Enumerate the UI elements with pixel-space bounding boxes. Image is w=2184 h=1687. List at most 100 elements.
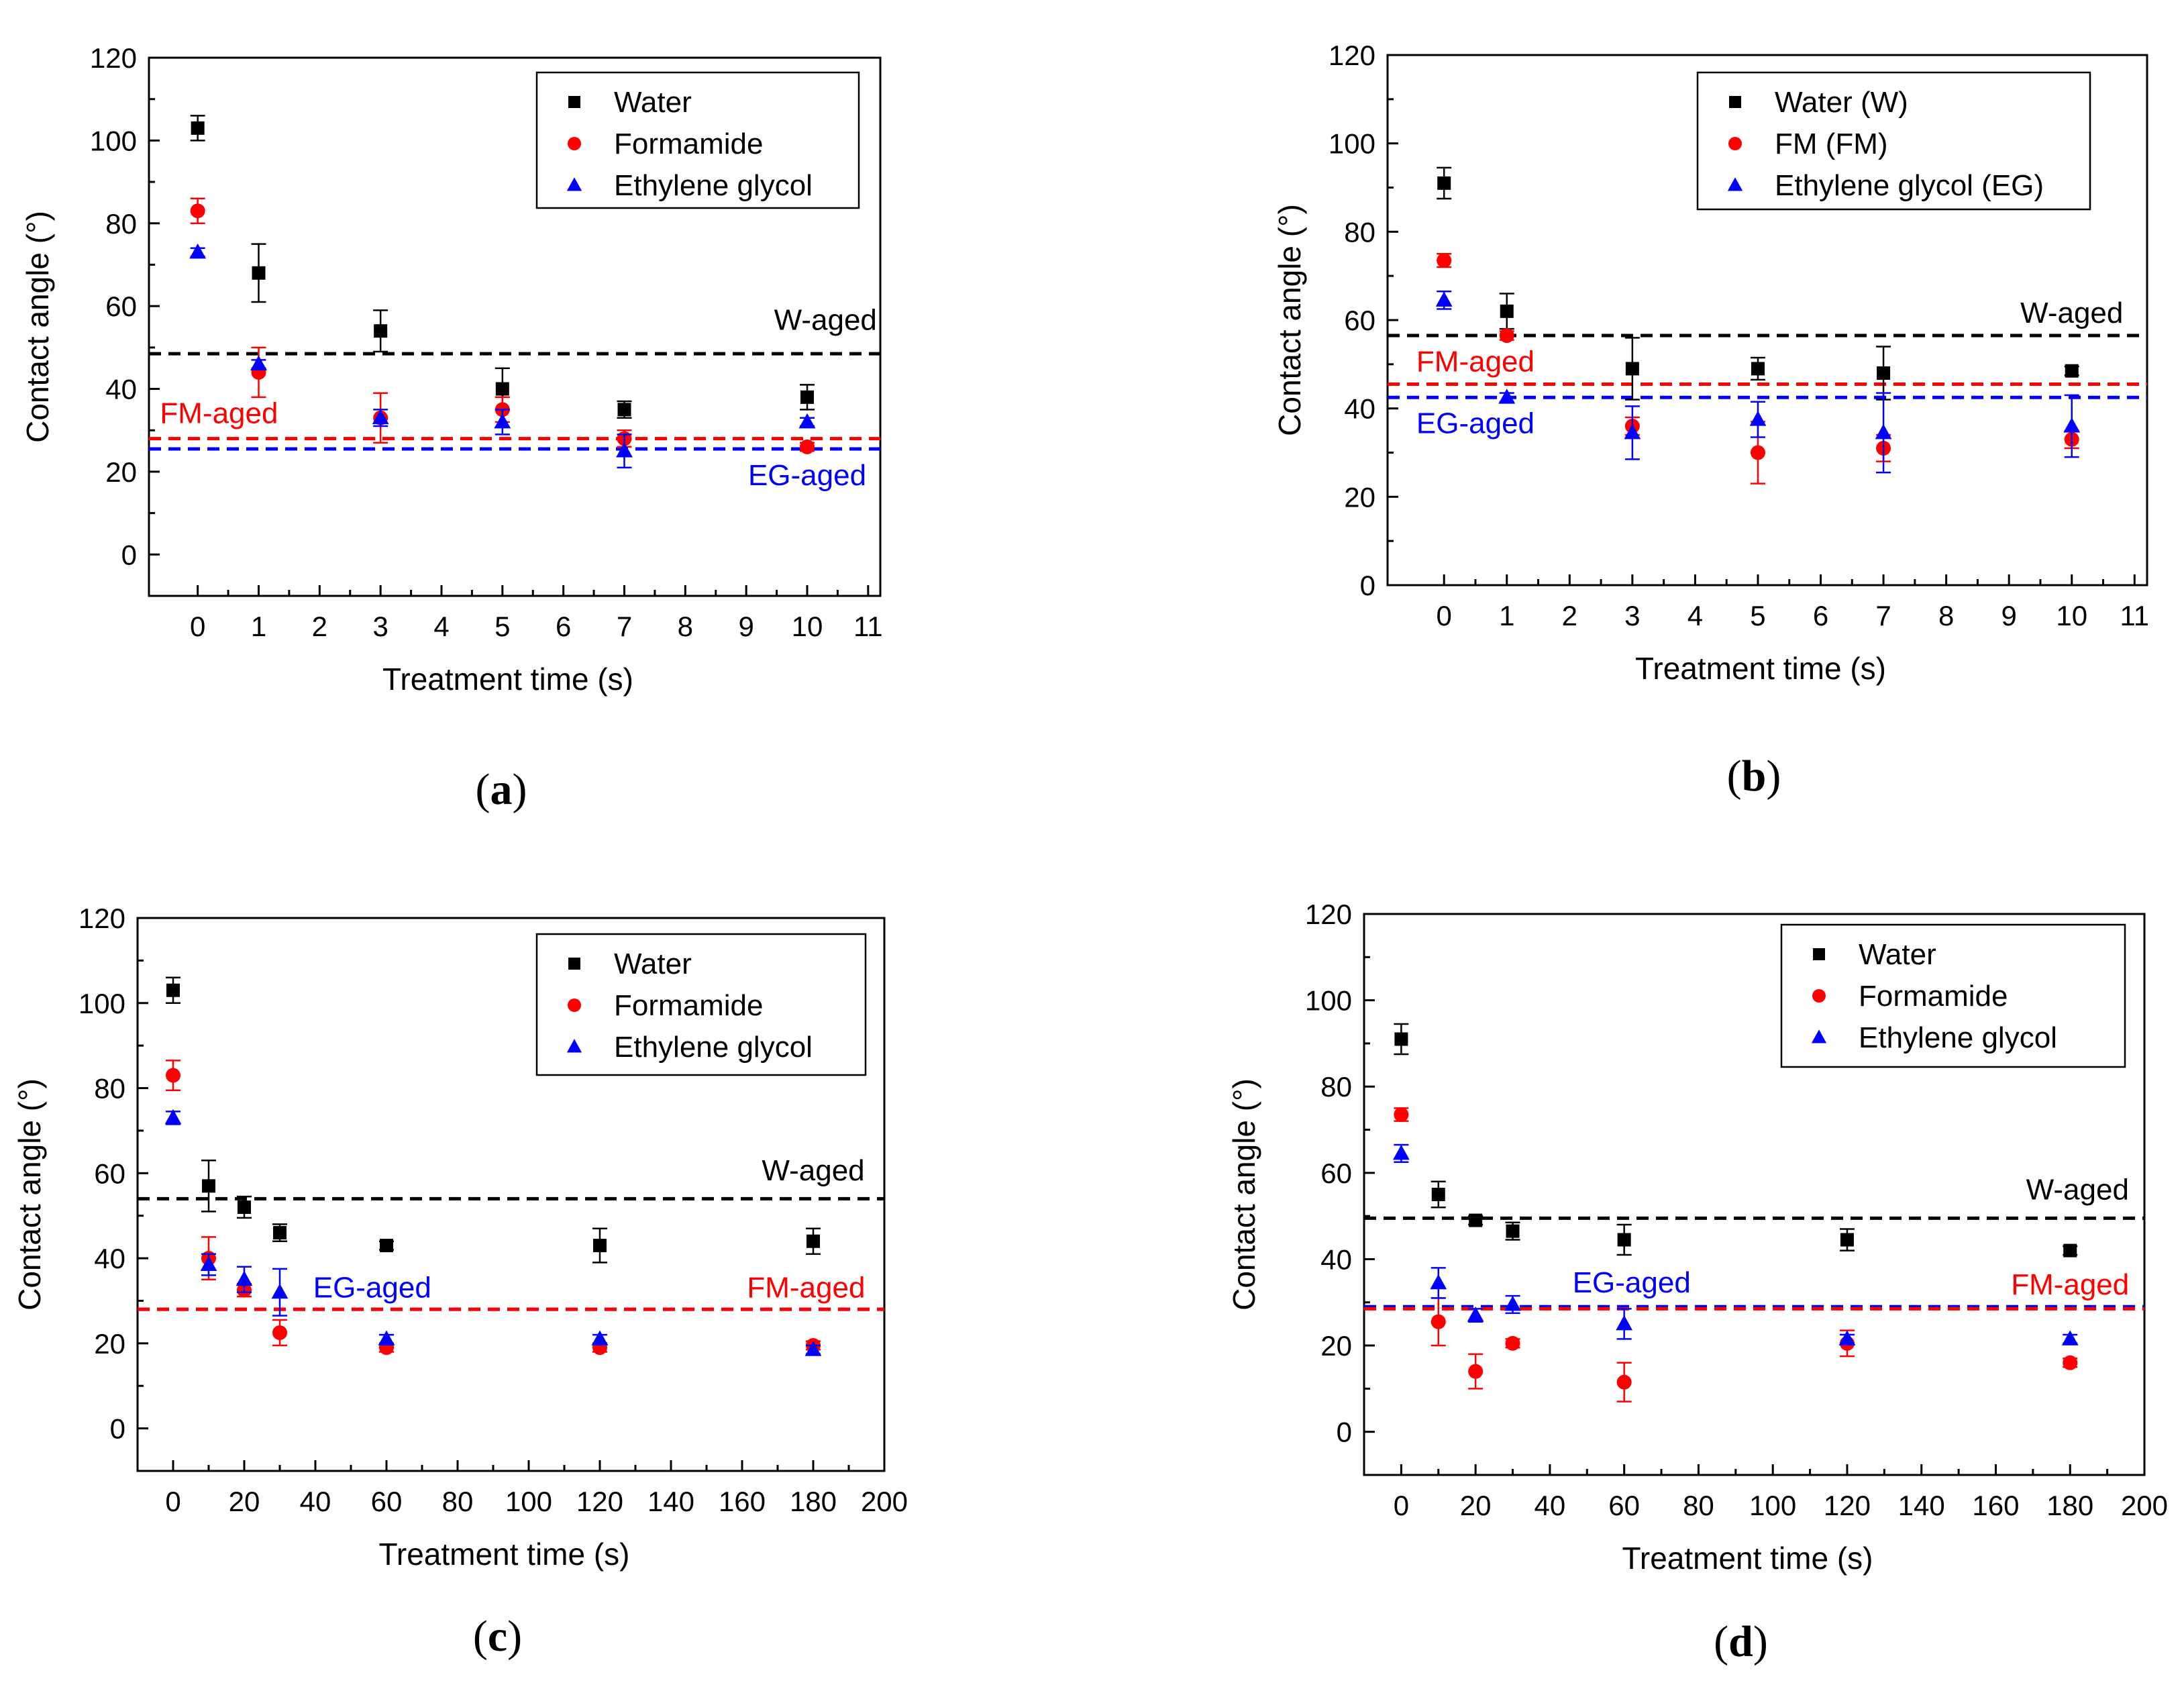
legend-marker	[1727, 177, 1743, 191]
reference-line-label: FM-aged	[1416, 346, 1535, 378]
data-point	[1617, 1233, 1631, 1247]
data-point	[191, 121, 205, 135]
y-tick-label: 120	[79, 903, 125, 934]
data-point	[1430, 1274, 1447, 1290]
x-tick-label: 10	[792, 611, 823, 642]
y-tick-label: 20	[1344, 481, 1375, 513]
legend-label: Water	[614, 948, 692, 980]
caption-open-paren: (	[473, 1612, 488, 1661]
data-point	[1875, 423, 1892, 440]
data-point	[1499, 328, 1514, 344]
x-tick-label: 8	[1938, 600, 1954, 631]
data-point	[1616, 1374, 1632, 1390]
x-tick-label: 5	[1750, 600, 1765, 631]
x-tick-label: 20	[1460, 1490, 1492, 1521]
data-point	[1467, 1307, 1484, 1322]
x-tick-label: 2	[312, 611, 327, 642]
caption-close-paren: )	[513, 765, 527, 814]
legend-marker	[568, 137, 581, 150]
panel-caption: (b)	[1727, 752, 1781, 801]
data-point	[804, 1341, 822, 1356]
data-point	[1394, 1032, 1408, 1046]
x-tick-label: 7	[617, 611, 632, 642]
y-tick-label: 100	[1329, 128, 1375, 160]
data-point	[1469, 1213, 1483, 1227]
x-tick-label: 9	[738, 611, 753, 642]
legend-label: Ethylene glycol	[614, 1031, 813, 1064]
y-tick-label: 0	[1360, 570, 1375, 601]
data-point	[202, 1179, 215, 1193]
y-tick-label: 20	[1320, 1330, 1352, 1362]
data-point	[593, 1239, 607, 1253]
y-tick-label: 20	[94, 1328, 125, 1360]
data-point	[1498, 389, 1516, 404]
x-tick-label: 9	[2001, 600, 2017, 631]
data-point	[591, 1330, 609, 1345]
reference-line-label: EG-aged	[748, 459, 866, 492]
x-tick-label: 4	[1687, 600, 1703, 631]
y-tick-label: 20	[105, 456, 137, 488]
data-point	[616, 442, 633, 458]
legend-label: Water (W)	[1775, 86, 1908, 119]
x-tick-label: 11	[2120, 600, 2149, 631]
data-point	[1624, 423, 1641, 440]
y-tick-label: 100	[1305, 985, 1352, 1017]
x-tick-label: 7	[1875, 600, 1891, 631]
data-point	[166, 983, 180, 997]
legend-label: Ethylene glycol	[614, 169, 813, 202]
data-point	[1504, 1295, 1521, 1311]
x-tick-label: 140	[647, 1486, 694, 1517]
legend-label: Formamide	[614, 989, 764, 1022]
legend-marker	[566, 177, 582, 191]
x-axis-label: Treatment time (s)	[1635, 651, 1886, 686]
x-tick-label: 5	[495, 611, 510, 642]
data-point	[1437, 176, 1451, 190]
data-point	[372, 409, 389, 425]
y-tick-label: 60	[105, 291, 137, 322]
legend-box	[535, 71, 860, 209]
legend-marker	[1812, 989, 1826, 1003]
caption-letter: a	[490, 765, 513, 814]
x-tick-label: 60	[371, 1486, 403, 1517]
data-point	[1392, 1144, 1410, 1160]
data-point	[189, 243, 207, 259]
legend-box	[535, 933, 867, 1076]
data-point	[1431, 1314, 1446, 1329]
data-point	[2065, 364, 2079, 378]
data-point	[190, 203, 205, 219]
x-tick-label: 1	[1499, 600, 1514, 631]
legend-label: Formamide	[614, 127, 764, 160]
series-ethylene-glycol	[1392, 1143, 2079, 1345]
reference-line-label: FM-aged	[2011, 1268, 2129, 1301]
y-tick-label: 40	[1320, 1243, 1352, 1275]
y-tick-label: 80	[94, 1073, 125, 1105]
data-point	[380, 1239, 393, 1253]
series-water	[1394, 1023, 2078, 1258]
data-point	[374, 324, 388, 338]
x-tick-label: 80	[1683, 1490, 1714, 1521]
panel-caption: (c)	[473, 1612, 522, 1661]
legend: Water Formamide Ethylene glycol	[535, 933, 867, 1076]
data-point	[800, 390, 814, 404]
x-tick-label: 1	[251, 611, 266, 642]
data-point	[1437, 253, 1452, 268]
series-water	[166, 976, 821, 1264]
y-tick-label: 120	[1329, 40, 1375, 71]
x-tick-label: 2	[1562, 600, 1577, 631]
data-point	[800, 439, 815, 454]
series-water	[190, 115, 815, 419]
data-point	[1749, 411, 1767, 426]
reference-line-label: W-aged	[2020, 297, 2123, 329]
x-tick-label: 160	[719, 1486, 766, 1517]
plot-frame	[136, 917, 886, 1472]
x-tick-label: 60	[1608, 1490, 1640, 1521]
x-tick-label: 4	[433, 611, 449, 642]
x-tick-label: 180	[2046, 1490, 2093, 1521]
legend-label: Water	[1859, 938, 1936, 971]
legend-box	[1780, 923, 2126, 1068]
legend: Water Formamide Ethylene glycol	[1780, 923, 2126, 1068]
data-point	[807, 1234, 820, 1248]
reference-line-label: EG-aged	[313, 1271, 431, 1304]
data-point	[273, 1226, 287, 1240]
data-point	[798, 413, 816, 429]
